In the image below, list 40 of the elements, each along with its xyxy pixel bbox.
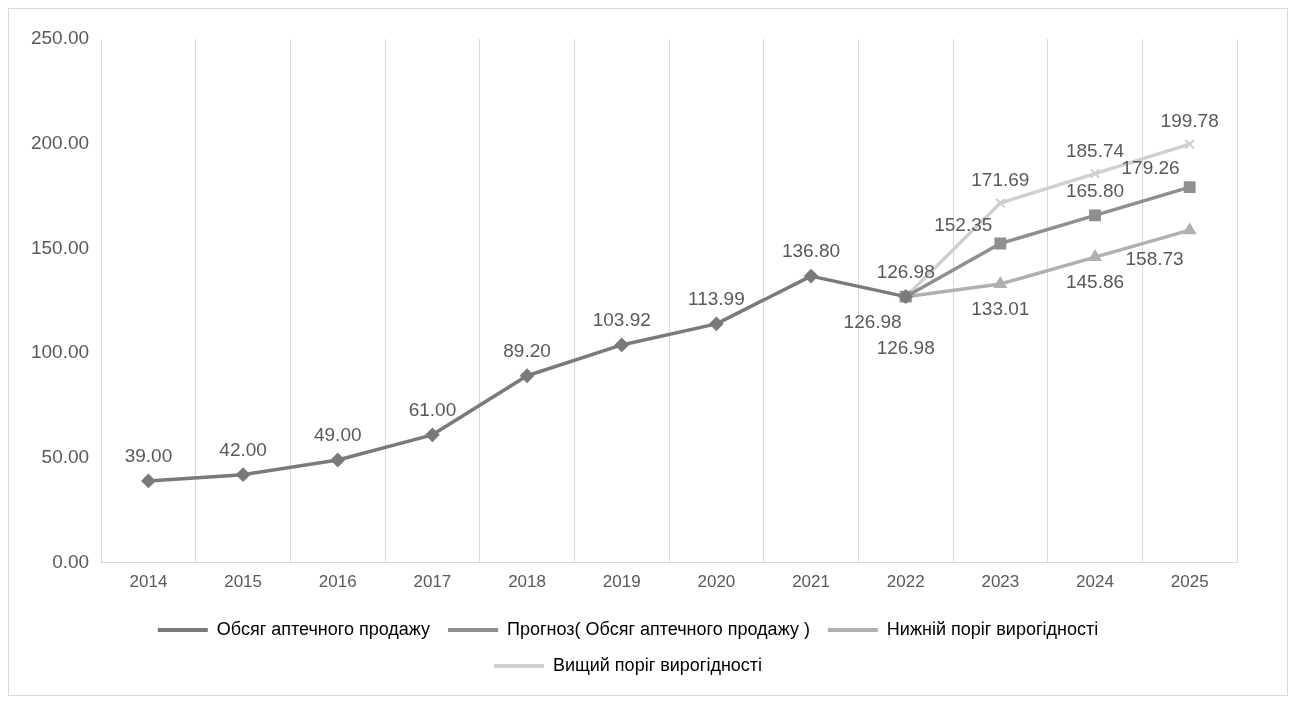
legend-label: Вищий поріг вирогідності — [552, 654, 763, 675]
data-label: 103.92 — [592, 309, 651, 331]
y-tick-label: 50.00 — [41, 446, 90, 468]
data-label: 165.80 — [1065, 179, 1125, 201]
x-tick-label: 2019 — [602, 572, 641, 592]
data-label: 126.98 — [876, 260, 935, 282]
data-label: 39.00 — [124, 445, 173, 467]
y-tick-label: 0.00 — [52, 550, 90, 572]
y-tick-label: 250.00 — [30, 27, 90, 49]
x-tick-label: 2025 — [1170, 572, 1209, 592]
x-tick-label: 2017 — [413, 572, 452, 592]
data-label: 152.35 — [934, 213, 993, 235]
x-tick-label: 2024 — [1076, 572, 1114, 592]
data-label: 42.00 — [219, 438, 267, 460]
data-label: 89.20 — [503, 340, 551, 362]
x-tick-label: 2021 — [792, 572, 830, 592]
data-label: 49.00 — [313, 424, 362, 446]
data-label: 113.99 — [688, 288, 745, 310]
data-label: 126.98 — [876, 336, 935, 358]
x-tick-label: 2014 — [129, 572, 168, 592]
data-label: 171.69 — [971, 169, 1030, 191]
x-tick-label: 2018 — [508, 572, 546, 592]
data-label: 199.78 — [1160, 110, 1219, 132]
data-label: 61.00 — [408, 399, 457, 421]
data-label: 158.73 — [1125, 248, 1184, 270]
x-tick-label: 2015 — [224, 572, 263, 592]
legend-label: Нижній поріг вирогідності — [886, 618, 1099, 639]
y-tick-label: 200.00 — [30, 131, 90, 153]
x-tick-label: 2023 — [981, 572, 1020, 592]
data-label: 136.80 — [781, 240, 841, 262]
legend-label: Обсяг аптечного продажу — [216, 618, 431, 639]
data-label: 133.01 — [971, 298, 1030, 320]
data-label: 145.86 — [1065, 271, 1125, 293]
x-tick-label: 2022 — [886, 572, 925, 592]
data-label: 126.98 — [843, 310, 902, 332]
legend-label: Прогноз( Обсяг аптечного продажу ) — [507, 618, 810, 639]
x-tick-label: 2020 — [697, 572, 736, 592]
y-tick-label: 150.00 — [30, 236, 90, 258]
y-tick-label: 100.00 — [30, 341, 90, 363]
x-tick-label: 2016 — [318, 572, 357, 592]
